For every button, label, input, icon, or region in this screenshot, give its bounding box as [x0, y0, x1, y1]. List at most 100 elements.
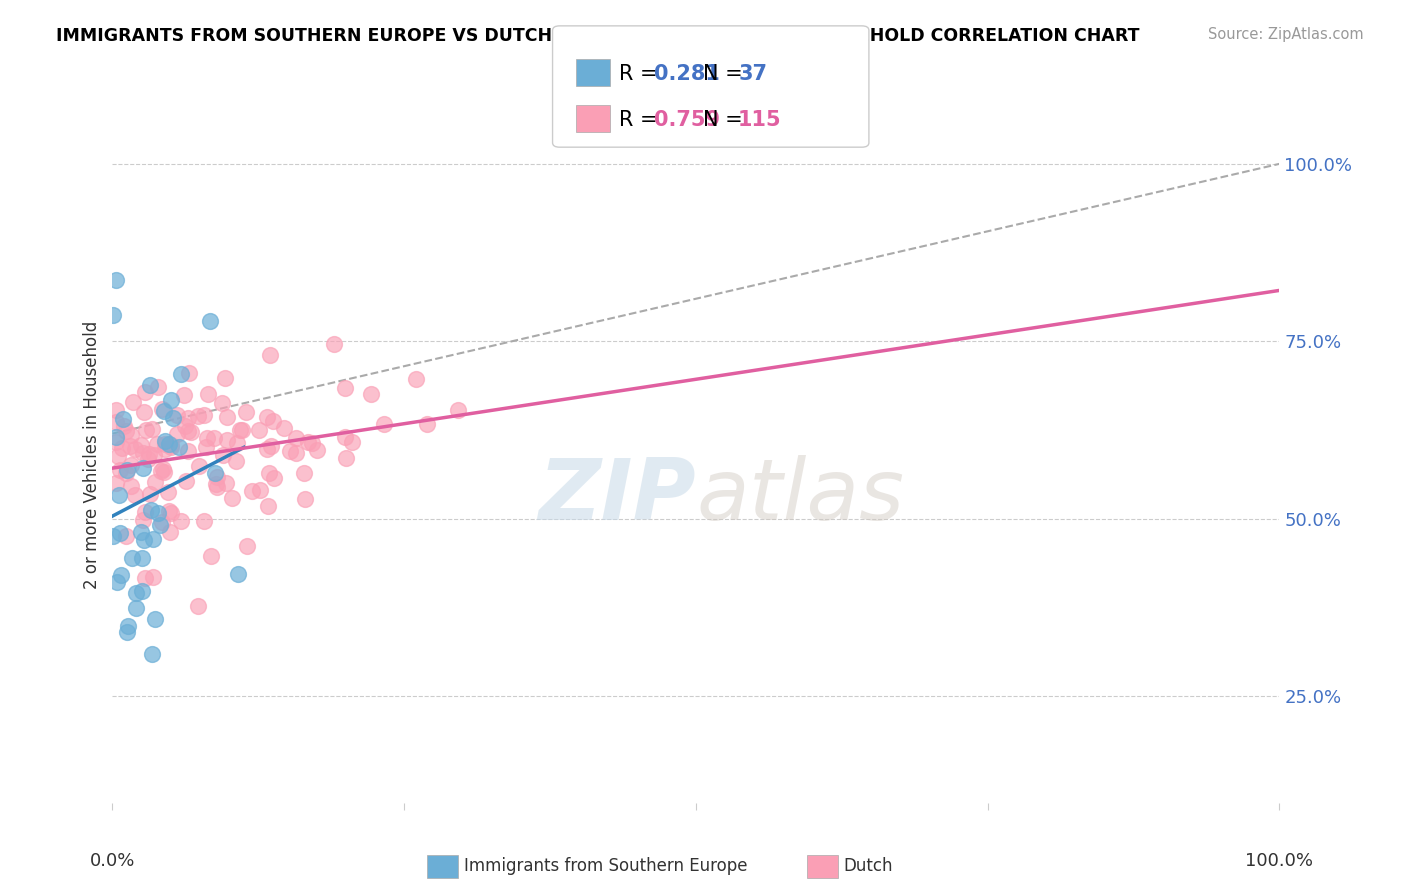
Point: [139, 486, 162, 500]
Point: [148, 380, 170, 394]
Point: [193, 514, 215, 528]
Point: [292, 467, 315, 481]
Point: [141, 422, 163, 436]
Text: 0.281: 0.281: [654, 64, 720, 84]
Point: [187, 599, 209, 613]
Point: [121, 550, 143, 565]
Point: [148, 506, 170, 520]
Text: ZIP: ZIP: [538, 455, 696, 538]
Point: [129, 525, 152, 540]
Point: [307, 443, 329, 458]
Point: [447, 403, 470, 417]
Point: [157, 437, 180, 451]
Point: [120, 440, 142, 454]
Point: [149, 518, 172, 533]
Point: [259, 348, 281, 362]
Point: [205, 477, 228, 491]
Point: [157, 504, 180, 518]
Point: [134, 571, 156, 585]
Point: [152, 403, 174, 417]
Point: [105, 415, 128, 429]
Point: [214, 371, 236, 385]
Point: [249, 483, 271, 497]
Point: [256, 410, 278, 425]
Point: [177, 411, 200, 425]
Point: [214, 476, 236, 491]
Point: [415, 417, 437, 431]
Point: [115, 463, 138, 477]
Point: [122, 395, 145, 409]
Point: [117, 619, 139, 633]
Point: [212, 449, 235, 463]
Text: N =: N =: [703, 111, 749, 130]
Point: [187, 409, 209, 424]
Point: [135, 424, 157, 438]
Point: [236, 539, 259, 553]
Point: [197, 387, 219, 401]
Text: Dutch: Dutch: [844, 857, 893, 875]
Point: [405, 372, 427, 386]
Point: [235, 405, 257, 419]
Point: [152, 516, 174, 530]
Point: [259, 466, 281, 480]
Point: [107, 574, 129, 589]
Point: [207, 470, 229, 484]
Point: [146, 437, 169, 451]
Point: [202, 431, 225, 445]
Point: [105, 475, 128, 490]
Point: [174, 474, 197, 488]
Point: [207, 480, 229, 494]
Point: [194, 440, 217, 454]
Point: [335, 450, 357, 465]
Point: [132, 513, 155, 527]
Point: [226, 567, 249, 582]
Point: [297, 435, 319, 450]
Text: R =: R =: [619, 64, 664, 84]
Point: [188, 459, 211, 474]
Point: [110, 567, 132, 582]
Point: [162, 411, 184, 425]
Text: 100.0%: 100.0%: [1246, 852, 1313, 870]
Point: [170, 368, 193, 382]
Point: [125, 586, 148, 600]
Point: [115, 528, 138, 542]
Point: [107, 449, 129, 463]
Point: [284, 446, 307, 460]
Text: atlas: atlas: [696, 455, 904, 538]
Point: [240, 483, 263, 498]
Point: [160, 506, 183, 520]
Point: [139, 377, 162, 392]
Point: [134, 505, 156, 519]
Point: [138, 447, 160, 461]
Point: [136, 451, 159, 466]
Point: [131, 461, 153, 475]
Point: [217, 410, 239, 425]
Point: [166, 427, 188, 442]
Point: [180, 425, 202, 439]
Point: [170, 514, 193, 528]
Point: [247, 424, 270, 438]
Point: [150, 401, 173, 416]
Text: 0.0%: 0.0%: [90, 852, 135, 870]
Point: [156, 484, 179, 499]
Point: [200, 549, 222, 563]
Text: 37: 37: [738, 64, 768, 84]
Point: [301, 435, 323, 450]
Point: [204, 466, 226, 480]
Point: [114, 419, 136, 434]
Point: [105, 430, 128, 444]
Point: [256, 442, 278, 457]
Point: [105, 434, 128, 449]
Point: [262, 414, 284, 428]
Point: [260, 439, 283, 453]
Point: [152, 462, 174, 476]
Point: [179, 366, 201, 380]
Point: [211, 395, 233, 409]
Point: [159, 525, 181, 540]
Point: [108, 526, 131, 541]
Point: [193, 409, 215, 423]
Point: [115, 624, 138, 639]
Point: [134, 533, 156, 548]
Point: [142, 570, 165, 584]
Point: [111, 442, 134, 456]
